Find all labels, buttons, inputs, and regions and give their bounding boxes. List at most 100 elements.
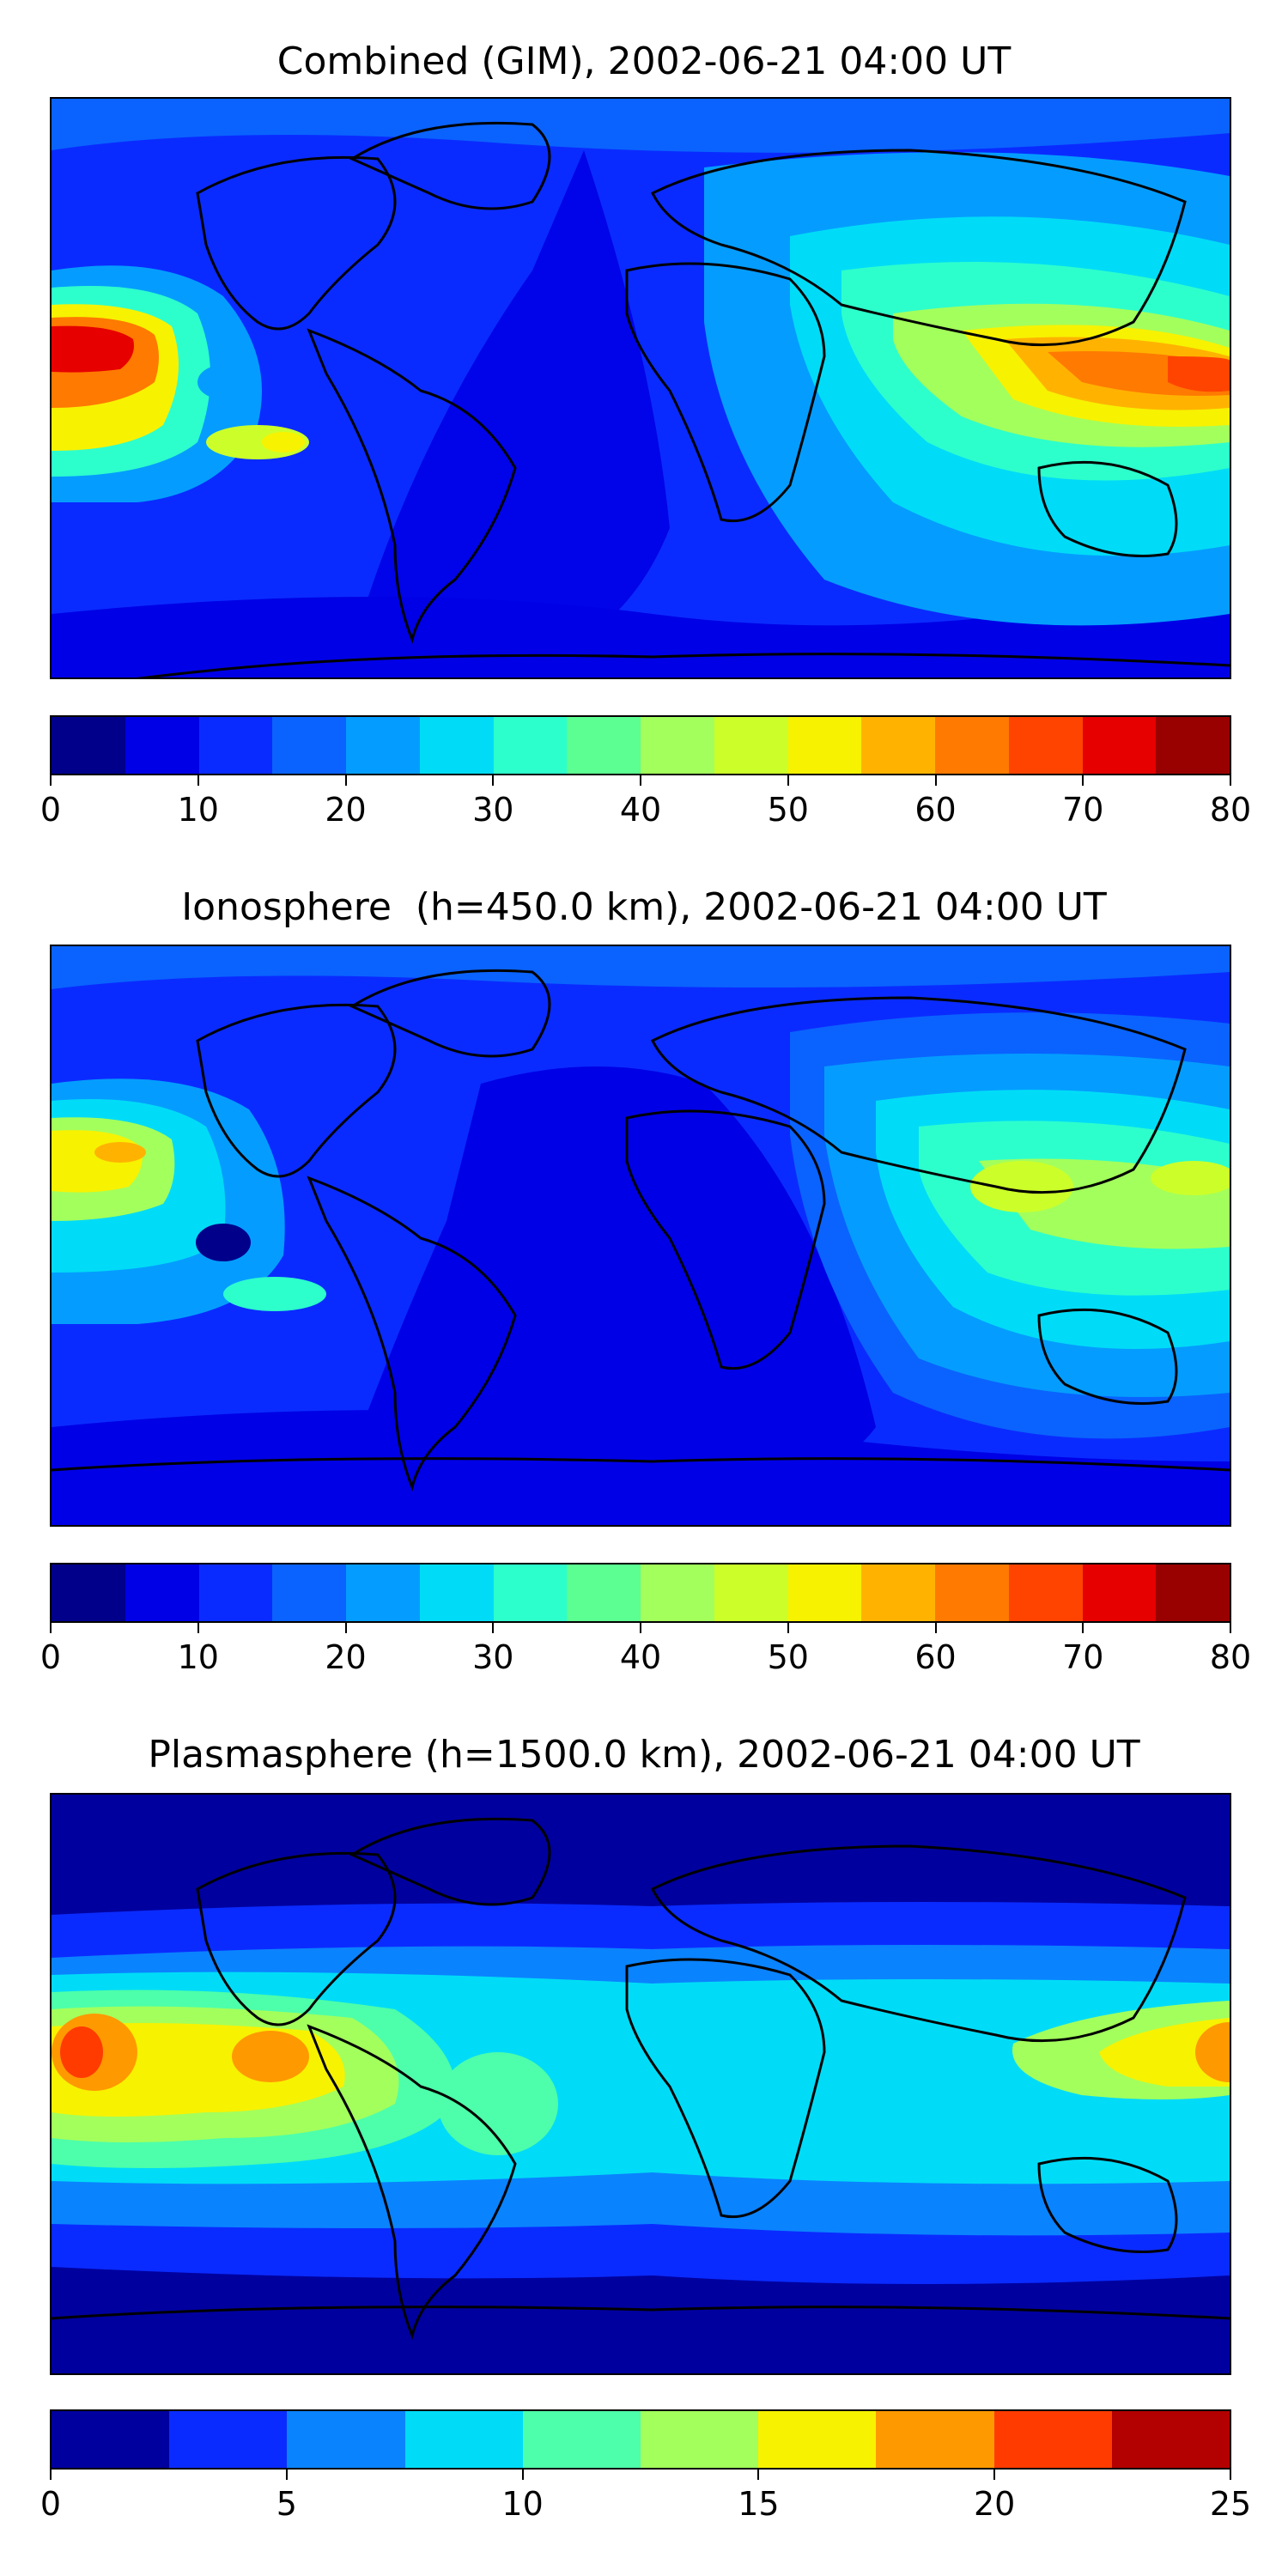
colorbar-segment (125, 1564, 199, 1621)
colorbar-tick-mark (640, 1623, 641, 1633)
colorbar-segment (346, 717, 420, 774)
colorbar-segment (714, 1564, 788, 1621)
colorbar-tick-mark (492, 1623, 495, 1633)
colorbar-segment (935, 717, 1009, 774)
colorbar-tick-mark (1082, 775, 1084, 786)
colorbar-tick-mark (787, 1623, 789, 1633)
panel-title: Ionosphere (h=450.0 km), 2002-06-21 04:0… (181, 885, 1107, 929)
colorbar-tick-mark (1230, 1623, 1231, 1633)
colorbar-segment (714, 717, 788, 774)
colorbar-tick-label: 70 (1062, 1638, 1104, 1676)
colorbar-segment (861, 717, 935, 774)
colorbar-tick-label: 15 (738, 2485, 780, 2523)
colorbar-segment (52, 717, 125, 774)
colorbar-segment (567, 717, 641, 774)
colorbar-tick-label: 50 (767, 791, 809, 829)
colorbar-tick-mark (640, 775, 641, 786)
colorbar-tick-label: 10 (501, 2485, 544, 2523)
colorbar-segment (198, 1564, 273, 1621)
colorbar-tick-mark (1082, 1623, 1084, 1633)
colorbar-segment (169, 2411, 288, 2468)
colorbar-segment (1082, 717, 1157, 774)
colorbar-tick-label: 20 (325, 791, 367, 829)
colorbar-segment (522, 2411, 641, 2468)
plasmasphere-colorbar (50, 2409, 1231, 2470)
colorbar-tick-mark (50, 2470, 52, 2480)
colorbar-tick-label: 10 (177, 791, 219, 829)
colorbar-tick-mark (197, 1623, 199, 1633)
colorbar-segment (861, 1564, 935, 1621)
colorbar-segment (404, 2411, 523, 2468)
colorbar-tick-label: 10 (177, 1638, 219, 1676)
colorbar-tick-label: 40 (619, 791, 662, 829)
colorbar-segment (876, 2411, 994, 2468)
colorbar-segment (287, 2411, 405, 2468)
panel-title: Plasmasphere (h=1500.0 km), 2002-06-21 0… (148, 1733, 1140, 1777)
colorbar-tick-mark (50, 775, 52, 786)
colorbar-segment (272, 717, 346, 774)
colorbar-tick-label: 30 (472, 1638, 514, 1676)
colorbar-tick-label: 60 (914, 1638, 957, 1676)
combined-map (50, 97, 1231, 679)
colorbar-tick-mark (50, 1623, 52, 1633)
colorbar-tick-label: 70 (1062, 791, 1104, 829)
colorbar-tick-label: 30 (472, 791, 514, 829)
colorbar-segment (641, 1564, 714, 1621)
colorbar-segment (1008, 717, 1083, 774)
colorbar-tick-mark (521, 2470, 524, 2480)
colorbar-segment (567, 1564, 641, 1621)
colorbar-segment (1111, 2411, 1230, 2468)
colorbar-segment (493, 1564, 568, 1621)
colorbar-segment (419, 717, 494, 774)
colorbar-tick-mark (492, 775, 495, 786)
colorbar-segment (52, 1564, 125, 1621)
colorbar-tick-mark (1230, 775, 1231, 786)
colorbar-segment (346, 1564, 420, 1621)
plasmasphere-colorbar-ticks: 0 5 10 15 20 25 (40, 2470, 1251, 2530)
colorbar-segment (52, 2411, 170, 2468)
colorbar-segment (419, 1564, 494, 1621)
colorbar-tick-mark (1230, 2470, 1231, 2480)
colorbar-tick-label: 60 (914, 791, 957, 829)
colorbar-tick-mark (934, 1623, 937, 1633)
colorbar-tick-label: 80 (1209, 791, 1252, 829)
colorbar-tick-mark (285, 2470, 288, 2480)
colorbar-segment (993, 2411, 1112, 2468)
colorbar-tick-label: 80 (1209, 1638, 1252, 1676)
colorbar-segment (272, 1564, 346, 1621)
colorbar-tick-mark (757, 2470, 760, 2480)
colorbar-segment (1156, 1564, 1230, 1621)
colorbar-segment (758, 2411, 877, 2468)
plasmasphere-map (50, 1793, 1231, 2375)
panel-title: Combined (GIM), 2002-06-21 04:00 UT (276, 39, 1012, 83)
colorbar-tick-mark (993, 2470, 996, 2480)
colorbar-segment (493, 717, 568, 774)
ionosphere-colorbar (50, 1563, 1231, 1623)
combined-colorbar-ticks: 0 10 20 30 40 50 60 70 80 (40, 775, 1251, 835)
colorbar-segment (787, 717, 862, 774)
colorbar-tick-label: 25 (1209, 2485, 1252, 2523)
colorbar-tick-mark (197, 775, 199, 786)
colorbar-tick-mark (344, 775, 347, 786)
colorbar-tick-label: 5 (276, 2485, 297, 2523)
colorbar-segment (935, 1564, 1009, 1621)
colorbar-tick-label: 40 (619, 1638, 662, 1676)
colorbar-segment (1156, 717, 1230, 774)
colorbar-tick-label: 0 (39, 1638, 62, 1676)
ionosphere-colorbar-ticks: 0 10 20 30 40 50 60 70 80 (40, 1623, 1251, 1683)
colorbar-tick-label: 20 (974, 2485, 1016, 2523)
colorbar-tick-label: 0 (39, 791, 62, 829)
colorbar-segment (1008, 1564, 1083, 1621)
colorbar-segment (125, 717, 199, 774)
colorbar-tick-mark (934, 775, 937, 786)
colorbar-tick-label: 0 (39, 2485, 62, 2523)
colorbar-tick-label: 20 (325, 1638, 367, 1676)
combined-colorbar (50, 715, 1231, 775)
colorbar-tick-mark (344, 1623, 347, 1633)
colorbar-segment (641, 2411, 759, 2468)
colorbar-segment (641, 717, 714, 774)
colorbar-tick-mark (787, 775, 789, 786)
ionosphere-map (50, 945, 1231, 1527)
colorbar-segment (787, 1564, 862, 1621)
colorbar-tick-label: 50 (767, 1638, 809, 1676)
